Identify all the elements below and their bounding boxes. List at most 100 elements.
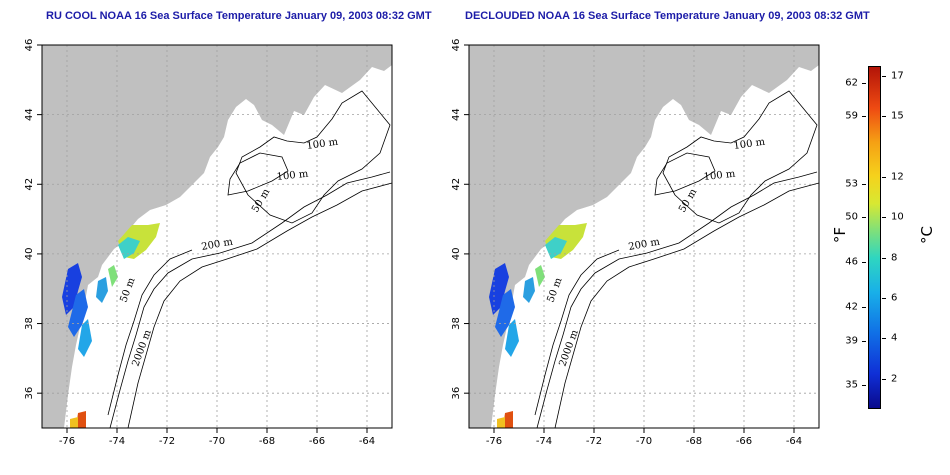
- depth-contour: [662, 90, 818, 224]
- celsius-tick: [882, 176, 886, 178]
- fahrenheit-label: 35: [845, 379, 858, 391]
- bay-inlet: [517, 331, 531, 367]
- fahrenheit-label: 42: [845, 301, 858, 313]
- x-tick-label: -74: [109, 436, 125, 447]
- sst-patch: [96, 277, 108, 303]
- sst-patch: [108, 265, 118, 287]
- x-tick-label: -66: [736, 436, 752, 447]
- depth-contour: [536, 171, 818, 429]
- x-tick-label: -76: [486, 436, 502, 447]
- depth-contour: [554, 182, 820, 429]
- map-title-left: RU COOL NOAA 16 Sea Surface Temperature …: [46, 10, 432, 22]
- land-mass: [42, 45, 392, 428]
- map-title-right: DECLOUDED NOAA 16 Sea Surface Temperatur…: [465, 10, 870, 22]
- bay-inlet: [535, 305, 549, 339]
- bay-inlet: [108, 305, 122, 339]
- celsius-label: 15: [891, 110, 904, 122]
- fahrenheit-label: 46: [845, 256, 858, 268]
- sst-map-declouded: 100 m 100 m 50 m 200 m 50 m 2000 m -76 -74 -72 -7…: [451, 39, 820, 447]
- fahrenheit-label: 59: [845, 110, 858, 122]
- depth-contour: [227, 152, 289, 196]
- x-tick-label: -64: [359, 436, 375, 447]
- celsius-tick: [882, 298, 886, 300]
- fahrenheit-tick: [862, 340, 866, 342]
- fahrenheit-tick: [862, 217, 866, 219]
- sst-map-raw: 100 m 100 m 50 m 200 m 50 m 2000 m -76 -74 -72 -7…: [24, 39, 393, 447]
- sst-patch: [495, 289, 515, 337]
- bay-inlet: [90, 331, 104, 367]
- celsius-tick: [882, 257, 886, 259]
- colorbar-celsius-axis: 17 15 12 10 8 6 4 2: [882, 66, 912, 409]
- sst-patch: [503, 411, 513, 428]
- fahrenheit-tick: [862, 306, 866, 308]
- x-tick-label: -70: [209, 436, 225, 447]
- celsius-tick: [882, 338, 886, 340]
- fahrenheit-tick: [862, 262, 866, 264]
- depth-contour: [109, 171, 391, 429]
- land-mass: [469, 45, 819, 428]
- colorbar-fahrenheit-axis: 62 59 53 50 46 42 39 35: [836, 66, 866, 409]
- celsius-label: 2: [891, 373, 898, 385]
- celsius-label: 8: [891, 252, 898, 264]
- y-tick-label: 46: [24, 39, 35, 52]
- sst-patch: [78, 319, 92, 357]
- y-tick-label: 44: [24, 108, 35, 121]
- celsius-tick: [882, 378, 886, 380]
- y-tick-label: 42: [24, 178, 35, 191]
- celsius-tick: [882, 217, 886, 219]
- fahrenheit-tick: [862, 183, 866, 185]
- y-tick-label: 42: [451, 178, 462, 191]
- y-tick-label: 40: [24, 248, 35, 261]
- x-tick-label: -72: [159, 436, 175, 447]
- celsius-label: 4: [891, 332, 898, 344]
- sst-patch: [70, 417, 78, 428]
- fahrenheit-label: 50: [845, 211, 858, 223]
- y-tick-label: 38: [24, 317, 35, 330]
- y-tick-label: 46: [451, 39, 462, 52]
- x-tick-label: -66: [309, 436, 325, 447]
- x-tick-label: -74: [536, 436, 552, 447]
- x-tick-label: -68: [259, 436, 275, 447]
- depth-contour: [127, 182, 393, 429]
- celsius-label: 6: [891, 292, 898, 304]
- x-tick-label: -76: [59, 436, 75, 447]
- fahrenheit-tick: [862, 385, 866, 387]
- contour-label: 100 m: [703, 169, 736, 183]
- y-tick-label: 38: [451, 317, 462, 330]
- contour-label: 100 m: [733, 137, 766, 152]
- x-tick-label: -72: [586, 436, 602, 447]
- y-tick-label: 44: [451, 108, 462, 121]
- celsius-label: 10: [891, 211, 904, 223]
- celsius-tick: [882, 116, 886, 118]
- sst-patch: [68, 289, 88, 337]
- depth-contour: [654, 152, 716, 196]
- sst-patch: [505, 319, 519, 357]
- sst-patch: [545, 237, 567, 259]
- y-tick-label: 40: [451, 248, 462, 261]
- fahrenheit-tick: [862, 82, 866, 84]
- fahrenheit-label: 62: [845, 77, 858, 89]
- y-tick-label: 36: [24, 387, 35, 400]
- celsius-label: 12: [891, 171, 904, 183]
- fahrenheit-unit-label: °F: [831, 226, 850, 244]
- fahrenheit-tick: [862, 116, 866, 118]
- celsius-label: 17: [891, 70, 904, 82]
- x-tick-label: -64: [786, 436, 802, 447]
- sst-patch: [523, 277, 535, 303]
- contour-label: 100 m: [306, 137, 339, 152]
- sst-patch: [76, 411, 86, 428]
- y-tick-label: 36: [451, 387, 462, 400]
- sst-patch: [497, 417, 505, 428]
- contour-label: 100 m: [276, 169, 309, 183]
- x-tick-label: -70: [636, 436, 652, 447]
- depth-contour: [534, 249, 620, 416]
- sst-patch: [535, 265, 545, 287]
- celsius-unit-label: °C: [917, 226, 936, 244]
- fahrenheit-label: 53: [845, 178, 858, 190]
- temperature-colorbar: [868, 66, 881, 409]
- fahrenheit-label: 39: [845, 335, 858, 347]
- depth-contour: [107, 249, 193, 416]
- celsius-tick: [882, 76, 886, 78]
